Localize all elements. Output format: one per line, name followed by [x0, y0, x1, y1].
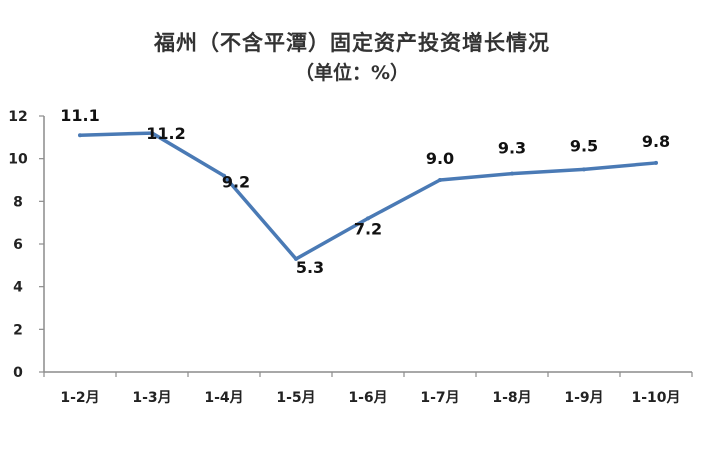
y-tick-label: 12 — [8, 109, 27, 125]
axes — [39, 115, 693, 377]
x-tick-label: 1-6月 — [348, 390, 387, 406]
series-line-segment — [78, 131, 154, 137]
y-tick-label: 4 — [13, 280, 23, 296]
chart-subtitle: （单位：%） — [294, 62, 410, 84]
y-tick-labels: 0 2 4 6 8 10 12 — [8, 109, 28, 381]
data-labels: 11.1 11.2 9.2 5.3 7.2 9.0 9.3 9.5 9.8 — [60, 106, 670, 277]
data-label: 11.2 — [146, 124, 185, 143]
data-point — [510, 171, 514, 176]
data-point — [654, 160, 658, 165]
series-line-segment — [294, 216, 370, 261]
x-tick-labels: 1-2月 1-3月 1-4月 1-5月 1-6月 1-7月 1-8月 1-9月 1-10月 — [60, 390, 680, 406]
x-tick-label: 1-10月 — [631, 390, 680, 406]
series-line-segment — [510, 167, 586, 176]
data-point — [222, 173, 226, 178]
series-line-segment — [150, 131, 226, 178]
data-label: 9.5 — [570, 136, 598, 155]
data-label: 7.2 — [354, 219, 382, 238]
y-tick-label: 6 — [13, 237, 23, 253]
x-tick-label: 1-2月 — [60, 390, 99, 406]
data-label: 9.2 — [222, 173, 250, 192]
y-tick-label: 0 — [13, 365, 23, 381]
data-point — [150, 131, 154, 136]
data-point — [582, 167, 586, 172]
x-tick-label: 1-3月 — [132, 390, 171, 406]
x-tick-label: 1-7月 — [420, 390, 459, 406]
data-label: 5.3 — [296, 258, 324, 277]
data-point — [294, 256, 298, 261]
series-line-segment — [222, 173, 298, 261]
x-tick-label: 1-8月 — [492, 390, 531, 406]
data-label: 11.1 — [60, 106, 99, 125]
data-label: 9.8 — [642, 132, 670, 151]
series-line-segment — [366, 178, 442, 221]
x-tick-label: 1-9月 — [564, 390, 603, 406]
x-tick-label: 1-5月 — [276, 390, 315, 406]
chart-title: 福州（不含平潭）固定资产投资增长情况 — [154, 31, 550, 55]
data-label: 9.3 — [498, 139, 526, 158]
data-point — [78, 133, 82, 138]
data-label: 9.0 — [426, 149, 454, 168]
y-tick-label: 2 — [13, 322, 23, 338]
series-line-group — [78, 131, 658, 261]
y-tick-label: 10 — [8, 152, 28, 168]
series-line-segment — [582, 161, 658, 172]
y-tick-label: 8 — [13, 194, 23, 210]
data-point — [438, 178, 442, 182]
series-line-segment — [438, 171, 514, 182]
data-point — [366, 216, 370, 221]
x-tick-label: 1-4月 — [204, 390, 243, 406]
chart-title-block: 福州（不含平潭）固定资产投资增长情况 （单位：%） — [0, 28, 704, 88]
